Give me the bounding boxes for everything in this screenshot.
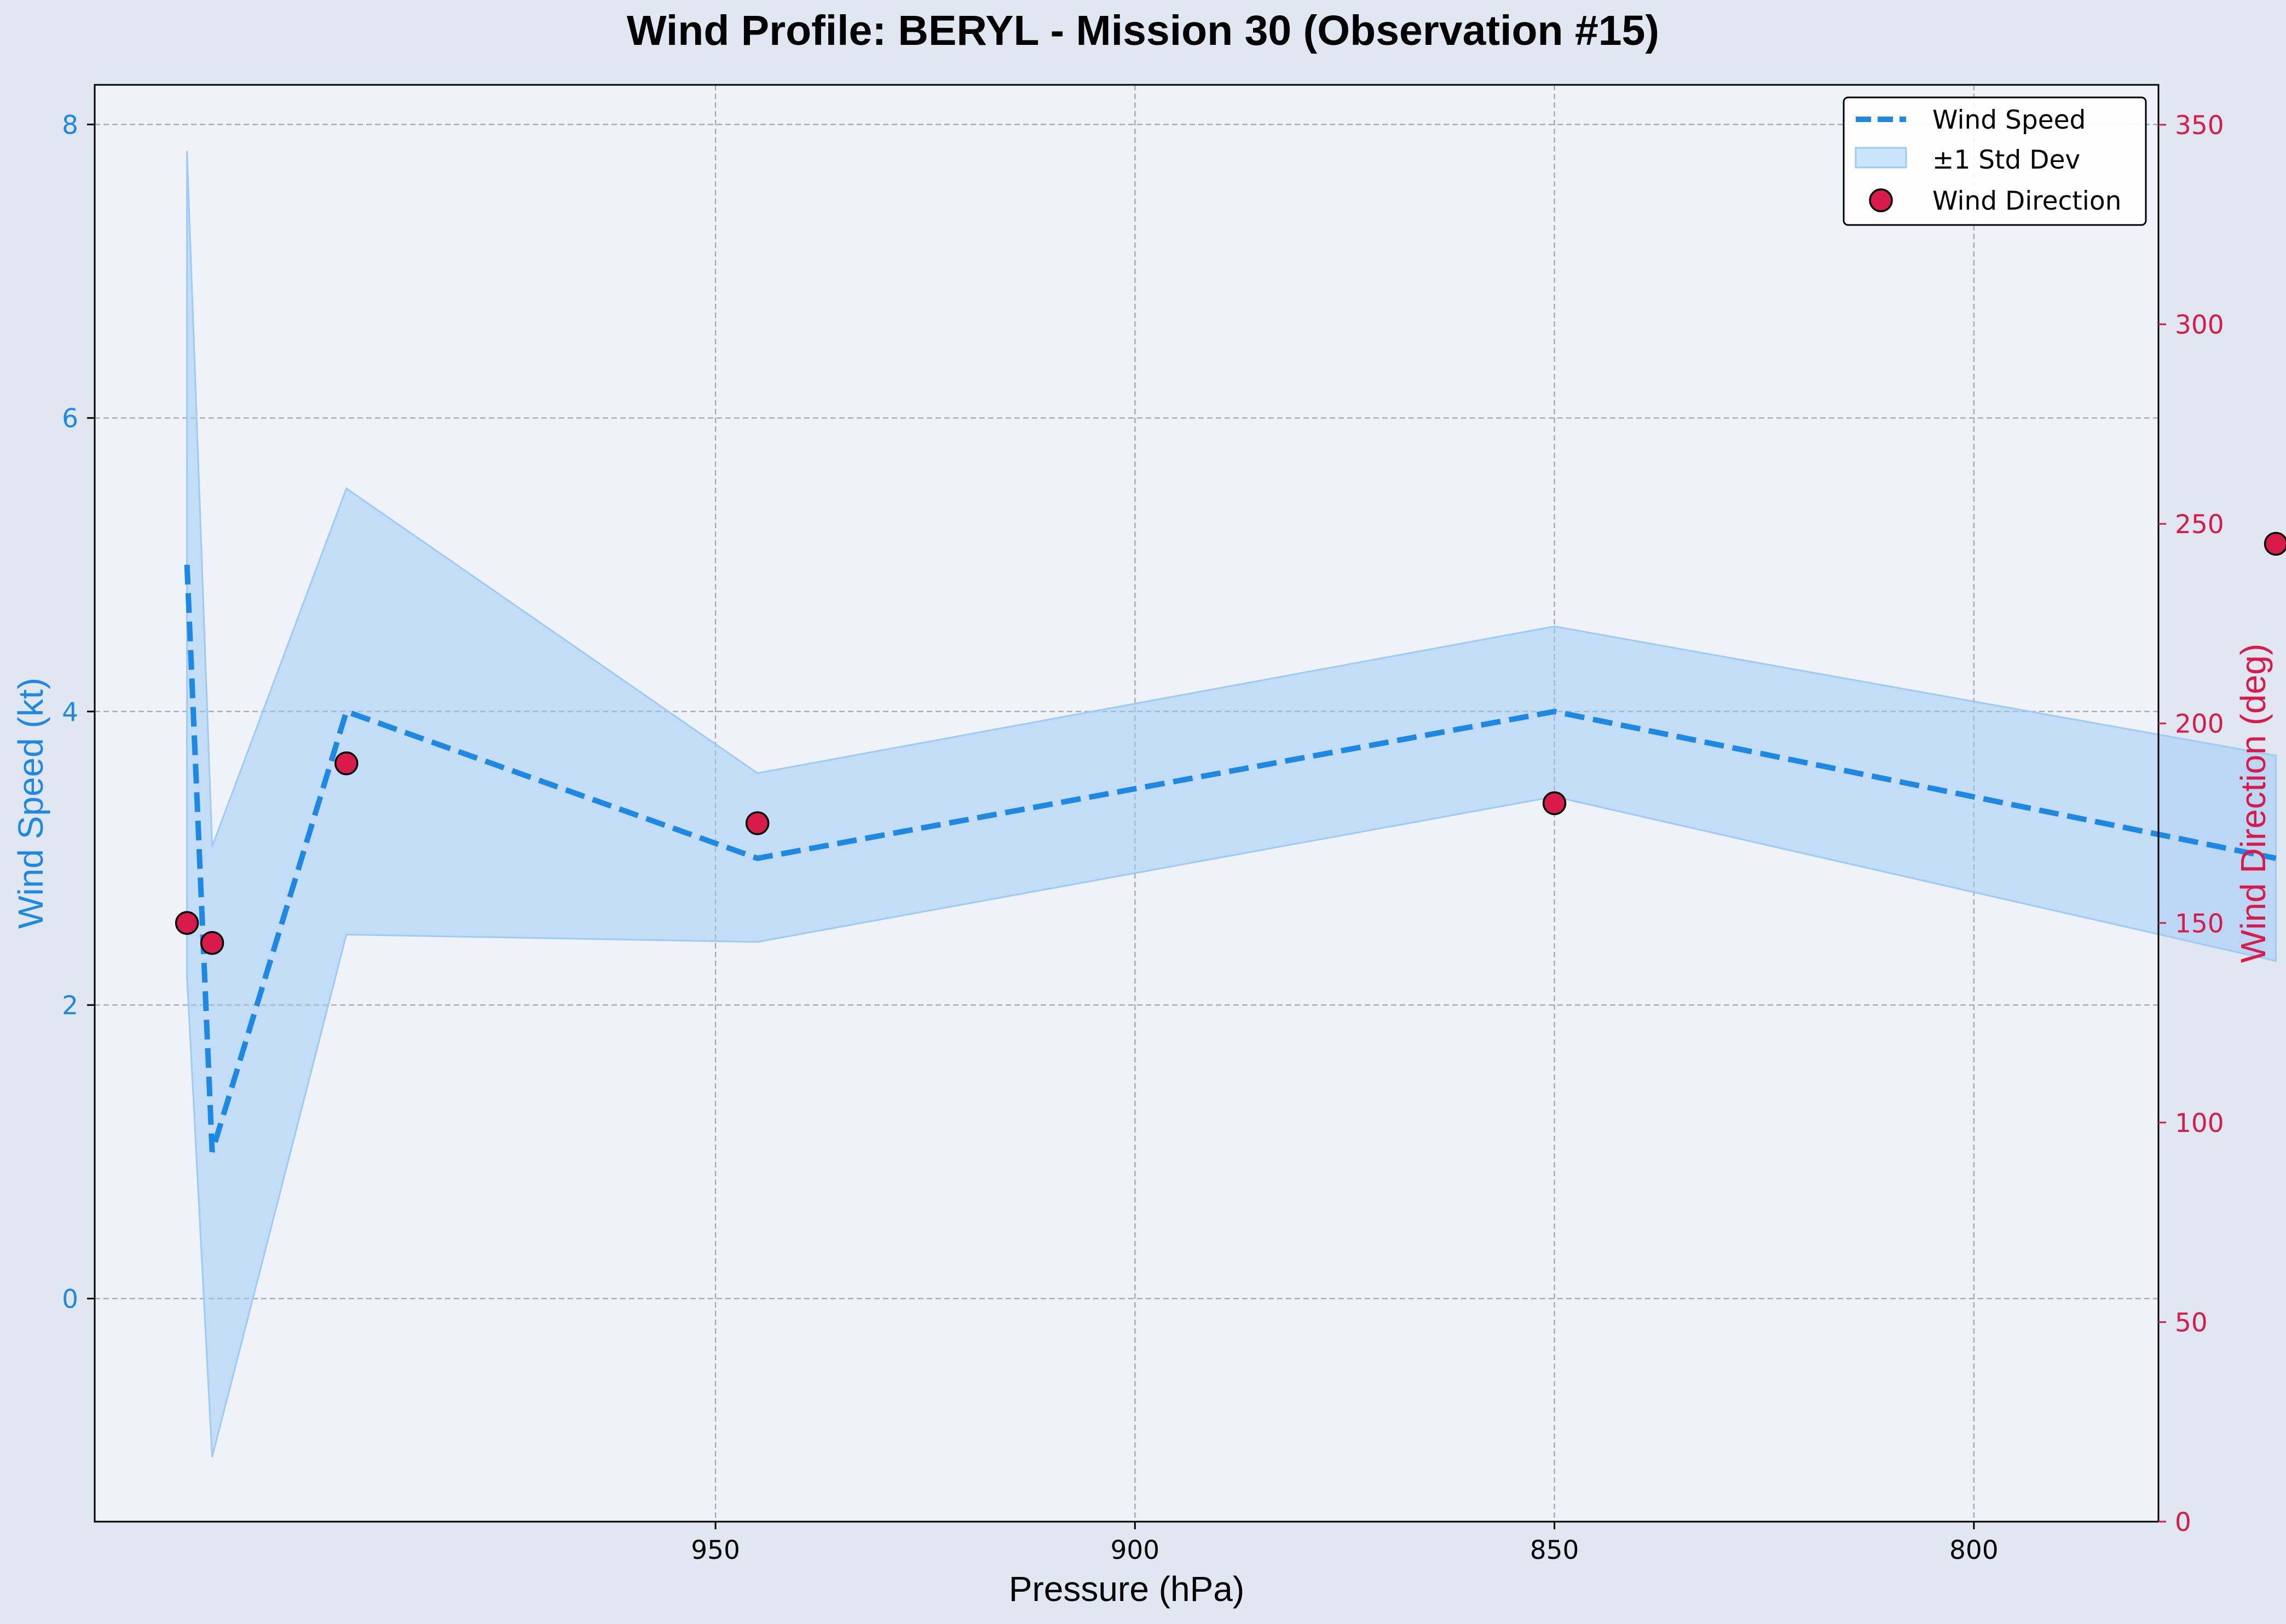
y-tick-label: 2 (62, 991, 78, 1021)
legend-swatch-wind-direction (1869, 188, 1893, 212)
x-axis-label: Pressure (hPa) (1009, 1569, 1244, 1609)
chart-title: Wind Profile: BERYL - Mission 30 (Observ… (626, 7, 1660, 54)
y-tick-label: 0 (62, 1284, 78, 1314)
y2-tick-label: 100 (2175, 1108, 2224, 1138)
legend-box (1843, 96, 2147, 226)
y2-axis-label: Wind Direction (deg) (2233, 644, 2273, 963)
legend-label: Wind Direction (1932, 186, 2121, 216)
wind-direction-point (1542, 791, 1567, 816)
legend-swatch-std-dev (1855, 147, 1907, 169)
y2-tick-label: 50 (2175, 1308, 2208, 1338)
wind-speed-line (184, 564, 2277, 1153)
legend-label: Wind Speed (1932, 105, 2086, 135)
wind-direction-point (745, 811, 770, 835)
x-tick-label: 800 (1949, 1535, 1999, 1565)
wind-direction-point (200, 931, 224, 955)
wind-direction-point (2264, 531, 2286, 556)
legend-label: ±1 Std Dev (1932, 145, 2080, 175)
x-tick-label: 850 (1530, 1535, 1579, 1565)
y2-tick-label: 0 (2175, 1507, 2191, 1538)
x-tick-label: 950 (691, 1535, 740, 1565)
plot-frame (94, 84, 2160, 1523)
y2-tick-label: 250 (2175, 510, 2224, 540)
wind-direction-point (334, 751, 359, 776)
y-axis-label: Wind Speed (kt) (11, 678, 50, 929)
y-tick-label: 4 (62, 697, 78, 727)
y2-tick-label: 300 (2175, 310, 2224, 340)
wind-direction-point (175, 911, 199, 935)
y2-tick-label: 150 (2175, 909, 2224, 939)
y-tick-label: 6 (62, 404, 78, 434)
y2-tick-label: 200 (2175, 709, 2224, 739)
legend: Wind Speed ±1 Std Dev Wind Direction (1843, 96, 2147, 226)
y2-tick-label: 350 (2175, 111, 2224, 141)
y-tick-label: 8 (62, 110, 78, 140)
x-tick-label: 900 (1110, 1535, 1159, 1565)
std-dev-band (186, 151, 2277, 1458)
